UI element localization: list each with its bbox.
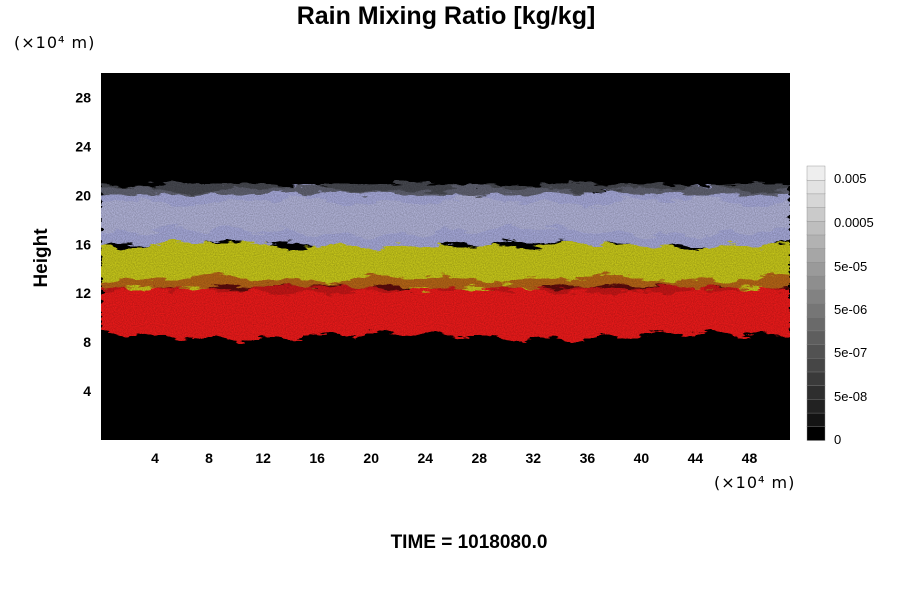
time-label: TIME = 1018080.0 <box>390 532 548 553</box>
colorbar-swatch <box>806 220 826 236</box>
rain-field <box>101 73 790 440</box>
colorbar-tick-label: 0.0005 <box>834 215 874 230</box>
colorbar-swatch <box>806 275 826 291</box>
x-axis: 4 8 12 16 20 24 28 32 36 40 44 48 <box>151 450 757 466</box>
y-tick-label: 28 <box>75 89 91 105</box>
colorbar-swatch <box>806 206 826 222</box>
x-tick-label: 48 <box>742 450 758 466</box>
colorbar-swatch <box>806 234 826 249</box>
colorbar-tick-label: 5e-05 <box>834 259 867 274</box>
colorbar-swatch <box>806 330 826 345</box>
colorbar-swatch <box>806 165 826 181</box>
colorbar-swatch <box>806 261 826 277</box>
colorbar: 0.005 0.0005 5e-05 5e-06 5e-07 5e-08 0 <box>806 165 874 447</box>
colorbar-swatch <box>806 385 826 400</box>
x-tick-label: 8 <box>205 450 213 466</box>
colorbar-swatch <box>806 412 826 428</box>
colorbar-swatch <box>806 343 826 359</box>
x-tick-label: 4 <box>151 450 159 466</box>
colorbar-tick-label: 5e-06 <box>834 302 867 317</box>
x-tick-label: 28 <box>471 450 487 466</box>
y-tick-label: 24 <box>75 138 91 154</box>
y-tick-label: 16 <box>75 236 91 252</box>
colorbar-swatch <box>806 247 826 263</box>
x-tick-label: 12 <box>255 450 271 466</box>
x-tick-label: 16 <box>309 450 325 466</box>
colorbar-swatch <box>806 302 826 318</box>
x-tick-label: 40 <box>634 450 650 466</box>
y-tick-label: 12 <box>75 285 91 301</box>
x-tick-label: 32 <box>526 450 542 466</box>
colorbar-swatch <box>806 357 826 373</box>
x-axis-unit: (×10⁴ m) <box>714 473 796 492</box>
x-tick-label: 36 <box>580 450 596 466</box>
x-tick-label: 44 <box>688 450 704 466</box>
colorbar-swatch <box>806 179 826 195</box>
colorbar-swatch <box>806 426 826 441</box>
colorbar-tick-label: 0 <box>834 432 841 447</box>
y-axis: 4 8 12 16 20 24 28 <box>75 89 91 399</box>
y-tick-label: 8 <box>83 334 91 350</box>
x-tick-label: 24 <box>417 450 433 466</box>
y-tick-label: 20 <box>75 187 91 203</box>
colorbar-tick-label: 0.005 <box>834 171 867 186</box>
colorbar-swatch <box>806 289 826 304</box>
texture-overlay <box>101 73 790 440</box>
chart-title: Rain Mixing Ratio [kg/kg] <box>296 2 596 30</box>
colorbar-swatch <box>806 371 826 386</box>
colorbar-swatch <box>806 316 826 332</box>
y-tick-label: 4 <box>83 383 91 399</box>
colorbar-swatch <box>806 193 826 208</box>
colorbar-tick-label: 5e-07 <box>834 345 867 360</box>
colorbar-tick-label: 5e-08 <box>834 389 867 404</box>
colorbar-swatch <box>806 398 826 414</box>
y-axis-unit: (×10⁴ m) <box>14 33 96 52</box>
x-tick-label: 20 <box>363 450 379 466</box>
